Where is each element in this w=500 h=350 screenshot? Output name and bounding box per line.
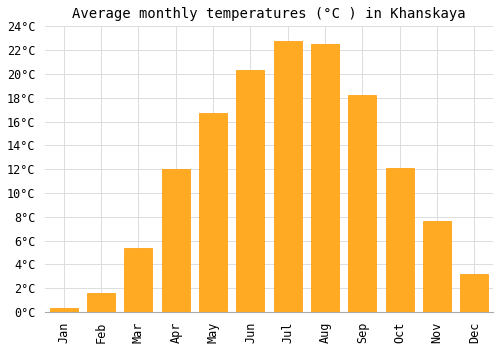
Bar bbox=[87, 293, 115, 312]
Bar bbox=[423, 222, 451, 312]
Bar bbox=[460, 274, 488, 312]
Title: Average monthly temperatures (°C ) in Khanskaya: Average monthly temperatures (°C ) in Kh… bbox=[72, 7, 466, 21]
Bar bbox=[386, 168, 413, 312]
Bar bbox=[162, 169, 190, 312]
Bar bbox=[348, 95, 376, 312]
Bar bbox=[311, 44, 339, 312]
Bar bbox=[124, 248, 152, 312]
Bar bbox=[236, 70, 264, 312]
Bar bbox=[199, 113, 227, 312]
Bar bbox=[50, 308, 78, 312]
Bar bbox=[274, 41, 302, 312]
